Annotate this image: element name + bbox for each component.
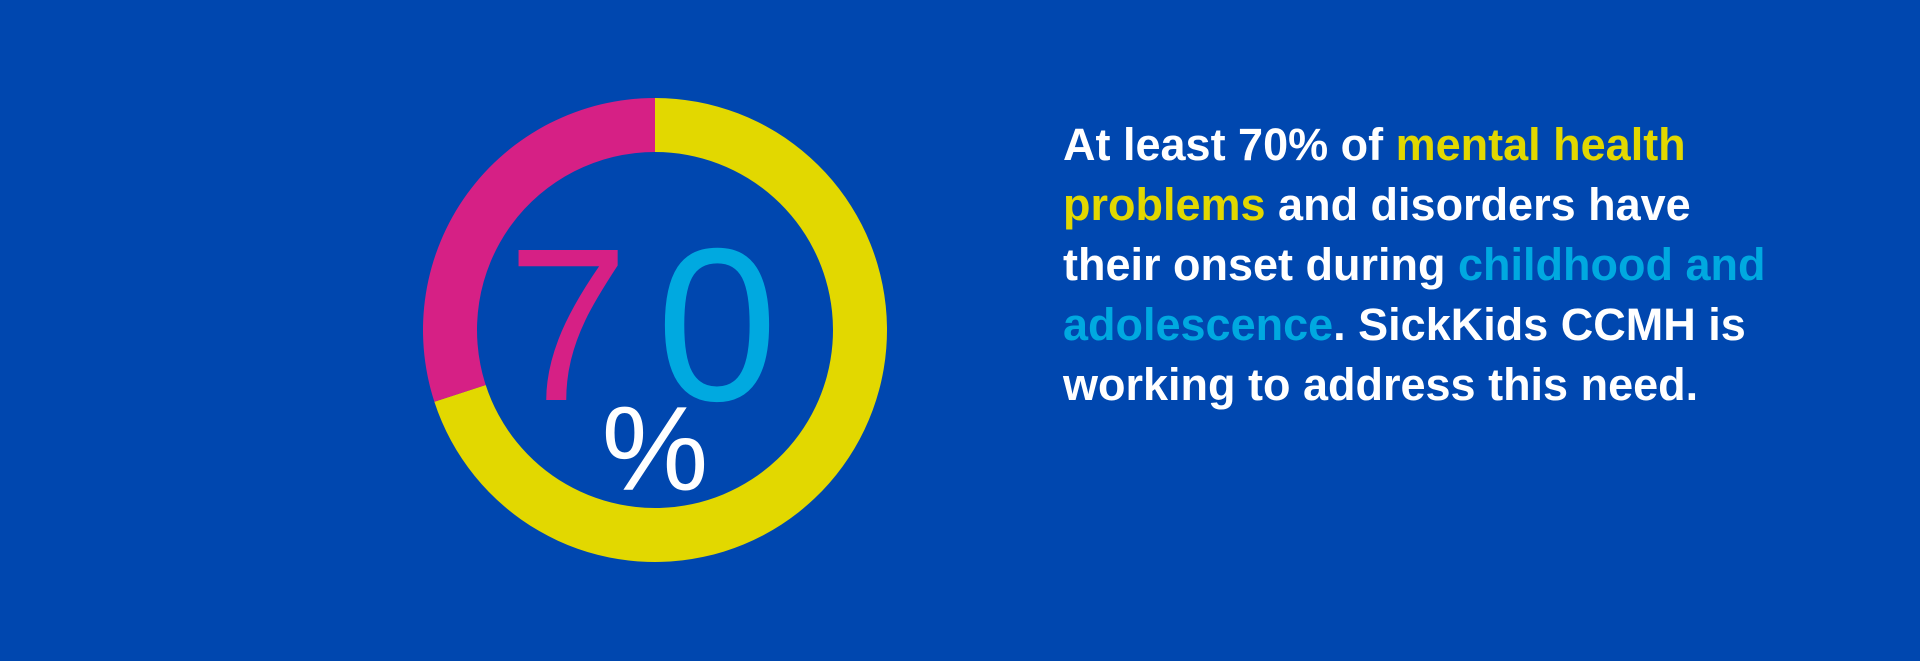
statement-segment: . SickKids CCMH is working to address th…: [1063, 299, 1746, 410]
highlight-mental-health: mental health problems: [1063, 119, 1686, 230]
donut-slice-30: [423, 98, 655, 402]
statement-text: At least 70% of mental health problems a…: [1063, 115, 1783, 415]
highlight-childhood: childhood and adolescence: [1063, 239, 1766, 350]
center-digit-zero: 0: [656, 204, 777, 447]
center-percent-sign: %: [602, 382, 709, 516]
center-digit-seven: 7: [507, 204, 628, 447]
statement-segment: At least 70% of: [1063, 119, 1396, 170]
statement-segment: and disorders have their onset during: [1063, 179, 1691, 290]
donut-slices: [423, 98, 887, 563]
